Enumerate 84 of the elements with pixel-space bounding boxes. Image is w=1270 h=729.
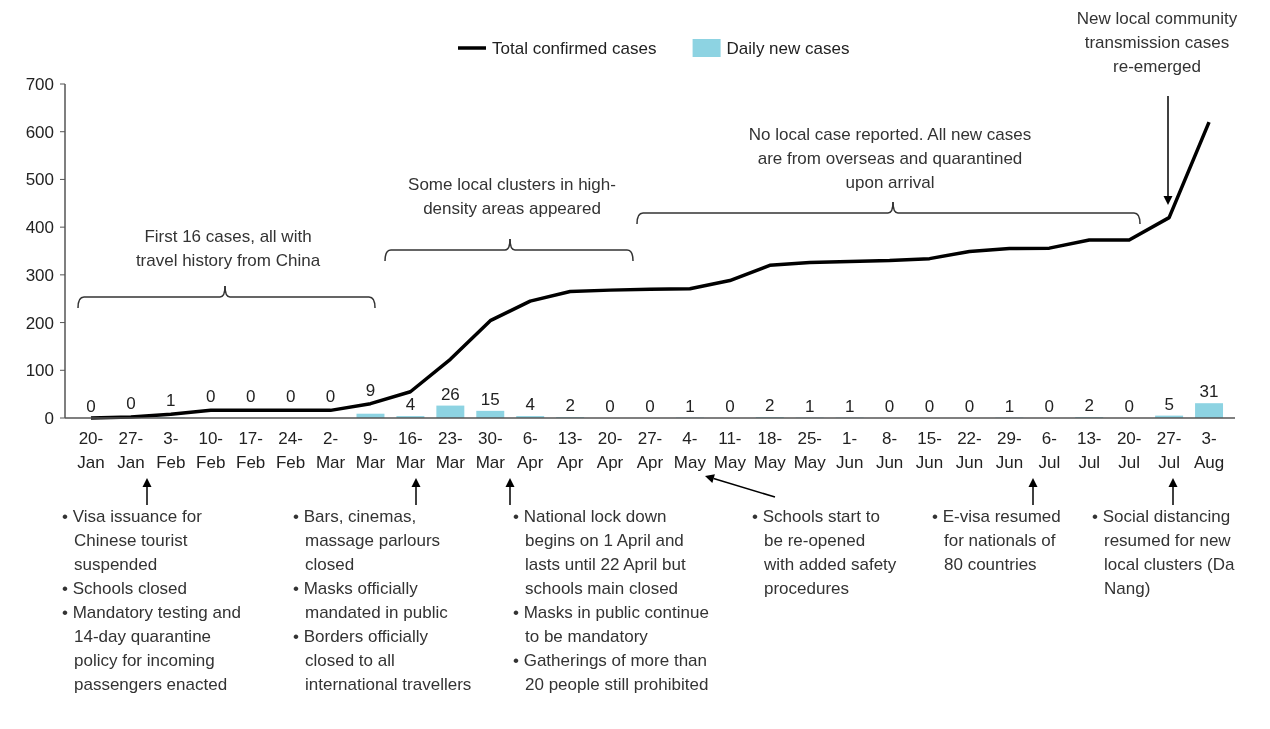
y-tick-label: 100: [25, 361, 54, 381]
text: • Mandatory testing and 14-day quarantine policy for incoming passengers enacted: [62, 603, 241, 694]
data-label: 0: [924, 397, 935, 416]
text: • Masks officially mandated in public: [293, 579, 449, 622]
y-tick-label: 600: [25, 122, 54, 142]
x-tick-label: 3-Aug: [1193, 429, 1225, 472]
data-label: 4: [525, 395, 535, 415]
annotation: No local case reported. All new cases are from overseas and quarantined upon arrival: [748, 125, 1032, 192]
x-tick-label: 11-May: [713, 429, 747, 472]
x-tick-label: 16-Mar: [395, 429, 426, 472]
text: • Masks in public continue to be mandatory: [513, 603, 709, 646]
x-tick-label: 18-May: [753, 429, 787, 472]
x-tick-label: 6-Apr: [516, 429, 544, 472]
text: New local community transmission cases re-emerged: [1076, 9, 1238, 76]
data-label: 0: [964, 397, 975, 416]
data-label: 0: [285, 387, 296, 407]
x-tick-label: 27-Apr: [636, 429, 664, 472]
text: • Borders officially closed to all international travellers: [293, 627, 472, 694]
x-tick-label: 4-May: [673, 429, 707, 472]
annotation: First 16 cases, all with travel history from China: [135, 227, 321, 270]
data-label: 0: [884, 397, 895, 416]
x-tick-label: 30-Mar: [475, 429, 506, 472]
x-tick-label: 27-Jul: [1156, 429, 1182, 472]
data-label: 0: [245, 387, 256, 407]
annotation: Some local clusters in high- density areas appeared: [408, 175, 616, 218]
data-label: 1: [685, 396, 695, 416]
x-tick-label: 8-Jun: [875, 429, 904, 472]
y-tick-label: 0: [44, 409, 54, 428]
legend-label: Total confirmed cases: [492, 39, 657, 58]
x-tick-label: 24-Feb: [275, 429, 306, 472]
text: • Gatherings of more than 20 people still prohibited: [513, 651, 709, 694]
x-tick-label: 3-Feb: [156, 429, 186, 472]
data-label: 0: [645, 397, 655, 416]
y-tick-label: 700: [25, 75, 54, 94]
x-tick-label: 6-Jul: [1038, 429, 1061, 472]
data-label: 0: [605, 397, 615, 416]
text: • Bars, cinemas, massage parlours closed: [293, 507, 441, 574]
x-tick-label: 15-Jun: [915, 429, 944, 472]
data-label: 0: [86, 397, 96, 416]
data-label: 1: [1004, 396, 1015, 416]
y-tick-label: 400: [25, 218, 54, 238]
text: • Schools closed: [62, 579, 188, 598]
x-tick-label: 29-Jun: [995, 429, 1024, 472]
y-tick-label: 500: [25, 170, 54, 190]
data-label: 5: [1164, 394, 1174, 414]
x-tick-label: 22-Jun: [955, 429, 984, 472]
text: • National lock down begins on 1 April and lasts until 22 April but schools main closed: [513, 507, 686, 598]
data-label: 9: [365, 380, 376, 400]
data-label: 0: [1044, 397, 1055, 416]
y-tick-label: 200: [25, 313, 54, 333]
data-label: 0: [325, 387, 336, 407]
data-label: 26: [440, 384, 460, 404]
legend-label: Daily new cases: [726, 39, 850, 58]
text: • Social distancing resumed for new local clusters (Da Nang): [1092, 507, 1235, 598]
data-label: 2: [565, 396, 575, 416]
x-tick-label: 10-Feb: [196, 429, 226, 472]
text: • E-visa resumed for nationals of 80 countries: [932, 507, 1061, 574]
x-tick-label: 20-Apr: [596, 429, 624, 472]
data-label: 4: [405, 395, 416, 415]
data-label: 2: [1084, 396, 1094, 416]
y-tick-label: 300: [25, 265, 54, 285]
x-tick-label: 9-Mar: [355, 429, 386, 472]
data-label: 2: [765, 396, 775, 416]
x-tick-label: 1-Jun: [835, 429, 864, 472]
text: • Schools start to be re-opened with added safety procedures: [752, 507, 897, 598]
x-tick-label: 13-Apr: [556, 429, 584, 472]
x-tick-label: 17-Feb: [236, 429, 266, 472]
x-tick-label: 20-Jan: [77, 429, 105, 472]
x-tick-label: 25-May: [793, 429, 827, 472]
x-tick-label: 2-Mar: [315, 429, 346, 472]
data-label: 1: [166, 391, 176, 411]
x-tick-label: 13-Jul: [1076, 429, 1102, 472]
x-tick-label: 20-Jul: [1116, 429, 1142, 472]
data-label: 0: [206, 387, 216, 407]
data-label: 0: [126, 394, 136, 414]
data-label: 1: [804, 396, 815, 416]
data-label: 31: [1199, 382, 1219, 402]
data-label: 15: [480, 389, 500, 409]
data-label: 0: [1124, 397, 1134, 416]
text: • Visa issuance for Chinese tourist suspended: [62, 507, 203, 574]
data-label: 0: [725, 397, 735, 416]
x-tick-label: 27-Jan: [117, 429, 145, 472]
x-tick-label: 23-Mar: [435, 429, 466, 472]
data-label: 1: [844, 396, 855, 416]
